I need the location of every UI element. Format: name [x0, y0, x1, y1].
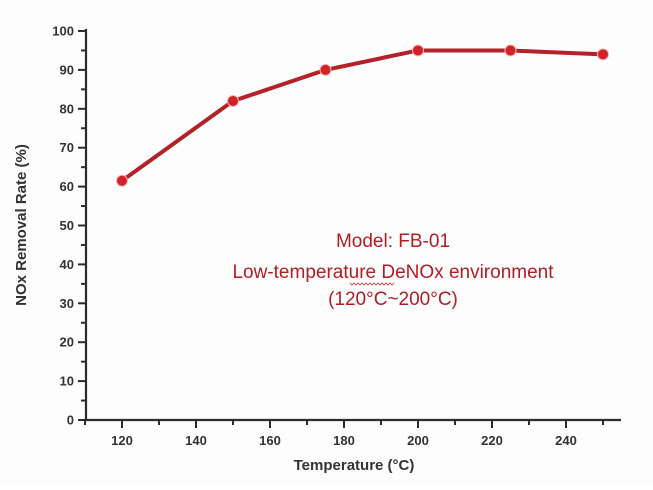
data-point-marker	[319, 63, 332, 76]
y-tick-label: 60	[60, 179, 74, 194]
data-point-marker	[116, 174, 128, 187]
y-tick-label: 20	[60, 335, 74, 350]
annotation-model: Model: FB-01	[336, 231, 450, 252]
x-tick-label: 120	[111, 433, 133, 448]
x-axis-title: Temperature (°C)	[294, 457, 415, 474]
y-tick-label: 90	[60, 62, 74, 77]
x-tick-label: 140	[185, 433, 207, 448]
y-tick-label: 100	[52, 24, 74, 39]
data-point-marker	[504, 44, 517, 57]
y-tick-label: 70	[60, 140, 74, 155]
spellcheck-squiggle	[349, 282, 395, 286]
x-axis-ticks: 120 140 160 180 200 220 240	[84, 420, 604, 448]
y-tick-label: 0	[67, 413, 74, 428]
annotation-env-suffix: environment	[444, 262, 555, 283]
annotation-env-denox: DeNOx	[381, 262, 444, 283]
series-line	[120, 48, 605, 183]
x-tick-label: 240	[555, 433, 577, 448]
x-tick-label: 200	[407, 433, 429, 448]
x-tick-label: 180	[333, 433, 355, 448]
data-point-marker	[597, 48, 609, 61]
annotation-environment: Low-temperature DeNOx environment	[232, 262, 554, 283]
y-tick-label: 80	[60, 101, 74, 116]
y-tick-label: 10	[60, 374, 74, 389]
y-tick-label: 50	[60, 218, 74, 233]
y-tick-label: 40	[60, 257, 74, 272]
y-axis-title: NOx Removal Rate (%)	[13, 144, 30, 306]
y-tick-label: 30	[60, 296, 74, 311]
annotation-env-prefix: Low-temperature	[232, 262, 381, 283]
annotation-range: (120°C~200°C)	[328, 289, 458, 310]
x-tick-label: 160	[259, 433, 281, 448]
data-point-marker	[227, 95, 239, 108]
y-axis-ticks: 0 10 20 30 40 50 60 70 80 90 100	[52, 24, 86, 428]
x-tick-label: 220	[481, 433, 503, 448]
axes	[84, 29, 621, 422]
data-point-marker	[412, 44, 424, 57]
data-series	[116, 44, 609, 187]
